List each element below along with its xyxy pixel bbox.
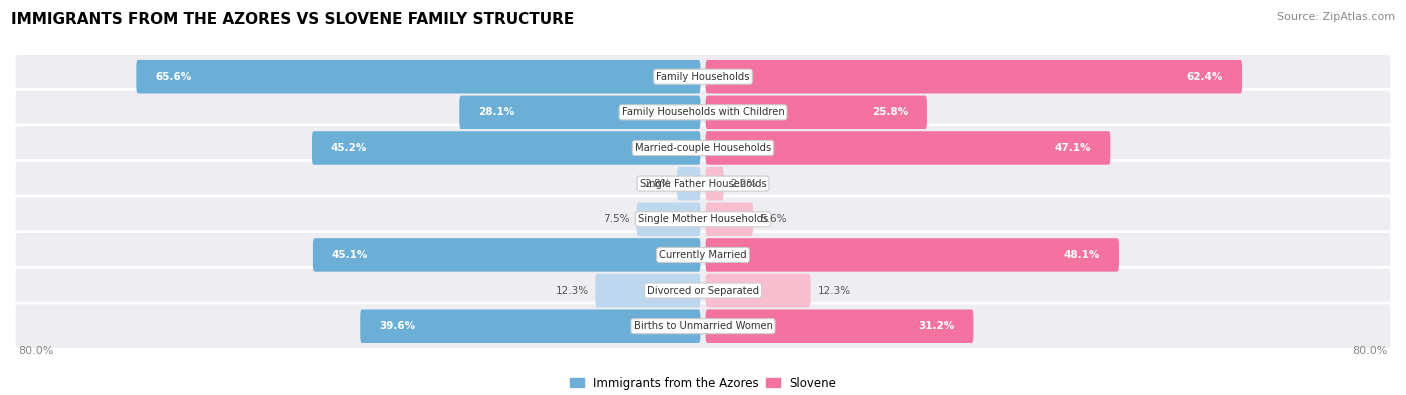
Text: 65.6%: 65.6%	[155, 71, 191, 82]
Text: 80.0%: 80.0%	[1353, 346, 1388, 356]
FancyBboxPatch shape	[678, 167, 700, 200]
Text: 2.2%: 2.2%	[731, 179, 756, 189]
Text: 5.6%: 5.6%	[759, 214, 786, 224]
FancyBboxPatch shape	[706, 167, 724, 200]
Text: 12.3%: 12.3%	[817, 286, 851, 295]
FancyBboxPatch shape	[314, 238, 700, 272]
FancyBboxPatch shape	[14, 267, 1392, 314]
Text: 31.2%: 31.2%	[918, 321, 955, 331]
Text: 48.1%: 48.1%	[1063, 250, 1099, 260]
FancyBboxPatch shape	[312, 131, 700, 165]
FancyBboxPatch shape	[14, 125, 1392, 171]
FancyBboxPatch shape	[14, 232, 1392, 278]
Text: 80.0%: 80.0%	[18, 346, 53, 356]
Text: 28.1%: 28.1%	[478, 107, 515, 117]
Text: Currently Married: Currently Married	[659, 250, 747, 260]
FancyBboxPatch shape	[14, 53, 1392, 100]
Text: 2.8%: 2.8%	[644, 179, 671, 189]
Text: Family Households with Children: Family Households with Children	[621, 107, 785, 117]
Text: IMMIGRANTS FROM THE AZORES VS SLOVENE FAMILY STRUCTURE: IMMIGRANTS FROM THE AZORES VS SLOVENE FA…	[11, 12, 575, 27]
FancyBboxPatch shape	[136, 60, 700, 94]
FancyBboxPatch shape	[360, 309, 700, 343]
Text: Births to Unmarried Women: Births to Unmarried Women	[634, 321, 772, 331]
FancyBboxPatch shape	[637, 203, 700, 236]
Text: 25.8%: 25.8%	[872, 107, 908, 117]
FancyBboxPatch shape	[595, 274, 700, 307]
Text: Source: ZipAtlas.com: Source: ZipAtlas.com	[1277, 12, 1395, 22]
Text: Single Mother Households: Single Mother Households	[638, 214, 768, 224]
FancyBboxPatch shape	[14, 160, 1392, 207]
FancyBboxPatch shape	[706, 309, 973, 343]
Legend: Immigrants from the Azores, Slovene: Immigrants from the Azores, Slovene	[565, 372, 841, 394]
Text: 39.6%: 39.6%	[380, 321, 415, 331]
Text: Married-couple Households: Married-couple Households	[636, 143, 770, 153]
Text: 45.2%: 45.2%	[330, 143, 367, 153]
FancyBboxPatch shape	[14, 303, 1392, 350]
Text: 7.5%: 7.5%	[603, 214, 630, 224]
Text: 12.3%: 12.3%	[555, 286, 589, 295]
Text: 47.1%: 47.1%	[1054, 143, 1091, 153]
Text: Single Father Households: Single Father Households	[640, 179, 766, 189]
FancyBboxPatch shape	[706, 203, 754, 236]
FancyBboxPatch shape	[706, 238, 1119, 272]
Text: Family Households: Family Households	[657, 71, 749, 82]
FancyBboxPatch shape	[460, 96, 700, 129]
Text: 45.1%: 45.1%	[332, 250, 368, 260]
FancyBboxPatch shape	[706, 274, 811, 307]
FancyBboxPatch shape	[14, 89, 1392, 135]
FancyBboxPatch shape	[706, 60, 1241, 94]
FancyBboxPatch shape	[706, 96, 927, 129]
Text: Divorced or Separated: Divorced or Separated	[647, 286, 759, 295]
FancyBboxPatch shape	[14, 196, 1392, 243]
Text: 62.4%: 62.4%	[1187, 71, 1223, 82]
FancyBboxPatch shape	[706, 131, 1111, 165]
